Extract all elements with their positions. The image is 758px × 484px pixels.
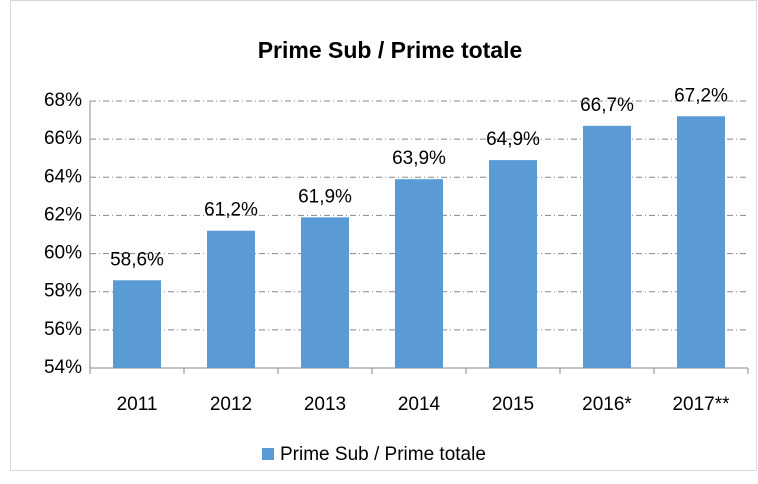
bar <box>301 217 349 368</box>
bar <box>489 160 537 368</box>
data-label: 58,6% <box>110 249 164 270</box>
y-tick-label: 56% <box>44 319 82 340</box>
x-tick-label: 2017** <box>672 394 730 415</box>
y-tick-label: 66% <box>44 128 82 149</box>
y-tick-label: 64% <box>44 166 82 187</box>
x-tick-label: 2014 <box>398 394 441 415</box>
x-tick-label: 2011 <box>117 394 158 415</box>
data-label: 66,7% <box>580 95 634 116</box>
y-tick-label: 58% <box>44 281 82 302</box>
bar <box>583 125 631 369</box>
x-tick-label: 2015 <box>492 394 534 415</box>
legend-swatch <box>262 448 274 460</box>
chart-title: Prime Sub / Prime totale <box>258 37 523 63</box>
y-tick-label: 68% <box>44 90 82 111</box>
x-tick-label: 2012 <box>210 394 252 415</box>
chart-border <box>10 0 757 471</box>
y-tick-label: 54% <box>44 357 82 378</box>
data-label: 67,2% <box>674 85 728 106</box>
data-label: 63,9% <box>392 148 446 169</box>
y-tick-label: 62% <box>44 204 82 225</box>
x-tick-label: 2016* <box>582 394 632 415</box>
bar <box>113 280 161 368</box>
legend-label: Prime Sub / Prime totale <box>280 444 486 465</box>
bar <box>395 179 443 368</box>
x-tick-label: 2013 <box>304 394 346 415</box>
data-label: 64,9% <box>486 129 540 150</box>
bar <box>207 230 255 368</box>
data-label: 61,9% <box>298 186 352 207</box>
data-label: 61,2% <box>204 200 258 221</box>
bar <box>677 116 725 368</box>
y-tick-label: 60% <box>44 243 82 264</box>
